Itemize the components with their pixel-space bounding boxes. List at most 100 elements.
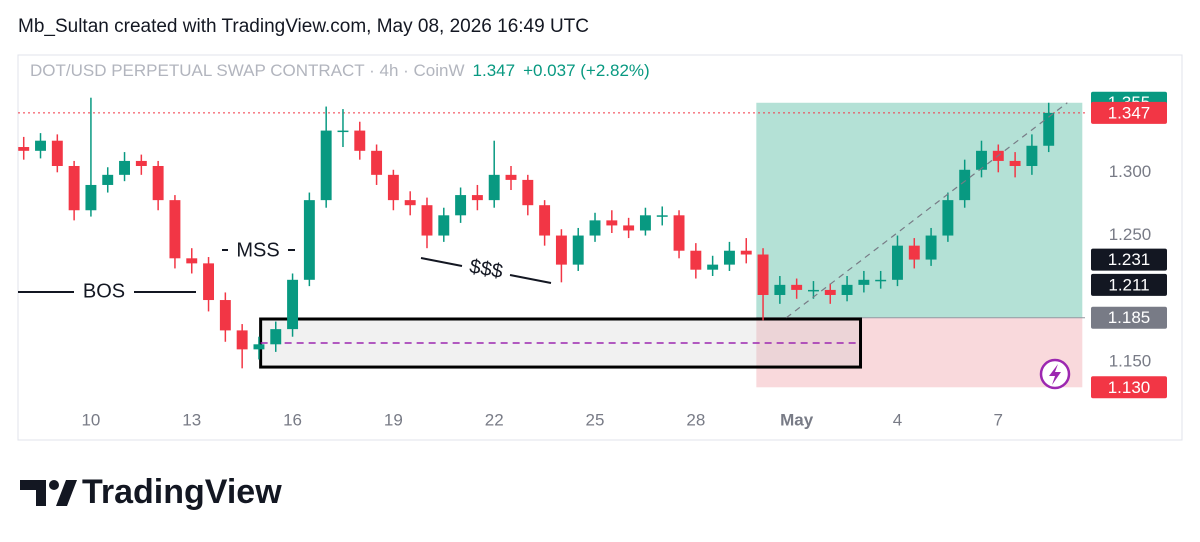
candle-body [51, 140, 63, 166]
price-label-box [1091, 306, 1167, 329]
profit-zone [756, 102, 1083, 318]
price-label: 1.185 [1108, 308, 1151, 327]
candle-body [471, 195, 483, 201]
liquidity-line [420, 257, 463, 267]
candle-body [1026, 145, 1038, 166]
candle-body [404, 200, 416, 206]
candle-body [169, 200, 181, 259]
candle-body [757, 254, 769, 295]
liquidity-line [509, 274, 552, 284]
candle-body [606, 220, 618, 226]
logo [20, 480, 77, 506]
x-tick-label: 13 [182, 410, 201, 429]
symbol-line: DOT/USD PERPETUAL SWAP CONTRACT · 4h · C… [30, 61, 650, 80]
price-label: 1.130 [1108, 378, 1151, 397]
candle-body [824, 289, 836, 295]
y-tick-label: 1.300 [1109, 162, 1152, 181]
candle-body [219, 300, 231, 331]
candle-body [656, 215, 668, 217]
candle-body [522, 179, 534, 206]
x-tick-label: 19 [384, 410, 403, 429]
candle-body [740, 250, 752, 255]
price-label: 1.347 [1108, 103, 1151, 122]
plot [18, 97, 1085, 388]
candle-body [808, 289, 819, 292]
x-tick-label: 7 [994, 410, 1003, 429]
price-label-box [1091, 101, 1167, 124]
candle-body [639, 215, 651, 231]
last-price: 1.347 [473, 61, 516, 80]
candle-body [253, 344, 265, 350]
candle-body [774, 284, 786, 295]
candle-body [589, 220, 601, 236]
price-label: 1.211 [1108, 275, 1149, 294]
candle-body [539, 205, 551, 236]
x-tick-label: 22 [485, 410, 504, 429]
candle-body [320, 130, 332, 201]
chart-frame [17, 54, 1183, 441]
price-label-box [1091, 376, 1167, 399]
y-tick-label: 1.150 [1109, 351, 1152, 370]
candle-body [942, 200, 954, 236]
candle-body [841, 284, 853, 295]
price-axis: 1.1501.2501.3001.3551.3471.2311.2111.185… [1091, 91, 1167, 399]
loss-zone [756, 317, 1083, 388]
symbol: DOT/USD PERPETUAL SWAP CONTRACT · 4h · C… [30, 61, 465, 80]
candle-body [287, 279, 299, 330]
candle-body [135, 160, 147, 166]
x-tick-label: 4 [893, 410, 902, 429]
candle-body [555, 235, 567, 265]
candle-body [976, 150, 987, 170]
candle-body [623, 225, 635, 231]
candle-body [892, 245, 903, 280]
alert-icon [1039, 358, 1071, 390]
candle-body [203, 263, 215, 301]
candle-body [488, 174, 500, 201]
candle-body [85, 184, 97, 211]
x-tick-label: 16 [283, 410, 302, 429]
candle-body [35, 140, 46, 151]
candle-body [572, 235, 584, 265]
candle-body [723, 250, 735, 265]
candle-body [438, 215, 450, 236]
candle-body [102, 174, 114, 185]
candle-body [68, 165, 80, 211]
candle-body [387, 174, 399, 201]
trend-line [785, 102, 1068, 319]
candle-body [270, 329, 282, 345]
bos-label: BOS [83, 280, 125, 302]
candle-body [1043, 112, 1055, 146]
price-label: 1.231 [1108, 250, 1151, 269]
candle-body [959, 169, 971, 201]
candle-body [371, 150, 383, 175]
candle-body [875, 279, 887, 282]
candle-body [1009, 160, 1021, 166]
y-tick-label: 1.250 [1109, 225, 1152, 244]
candle-body [505, 174, 517, 180]
candle-body [119, 160, 130, 175]
candle-body [690, 250, 702, 270]
candle-body [152, 165, 164, 201]
candle-body [673, 215, 685, 251]
attribution: Mb_Sultan created with TradingView.com, … [18, 16, 589, 37]
candle-body [707, 264, 719, 270]
candle-body [858, 279, 870, 285]
candle-body [791, 284, 803, 290]
brand: TradingView [82, 473, 282, 511]
candle-body [337, 130, 349, 133]
x-tick-label: 10 [81, 410, 100, 429]
change: +0.037 (+2.82%) [523, 61, 650, 80]
candle-body [925, 235, 937, 260]
candle-body [236, 330, 248, 350]
candle-body [908, 245, 920, 260]
x-tick-label: May [780, 410, 814, 429]
candle-body [455, 195, 467, 216]
price-label-box [1091, 273, 1167, 296]
x-tick-label: 25 [586, 410, 605, 429]
candle-body [421, 205, 433, 236]
liquidity-label: $$$ [468, 256, 505, 283]
candle-body [303, 200, 315, 280]
candle-body [18, 147, 30, 151]
mss-label: MSS [236, 239, 279, 261]
